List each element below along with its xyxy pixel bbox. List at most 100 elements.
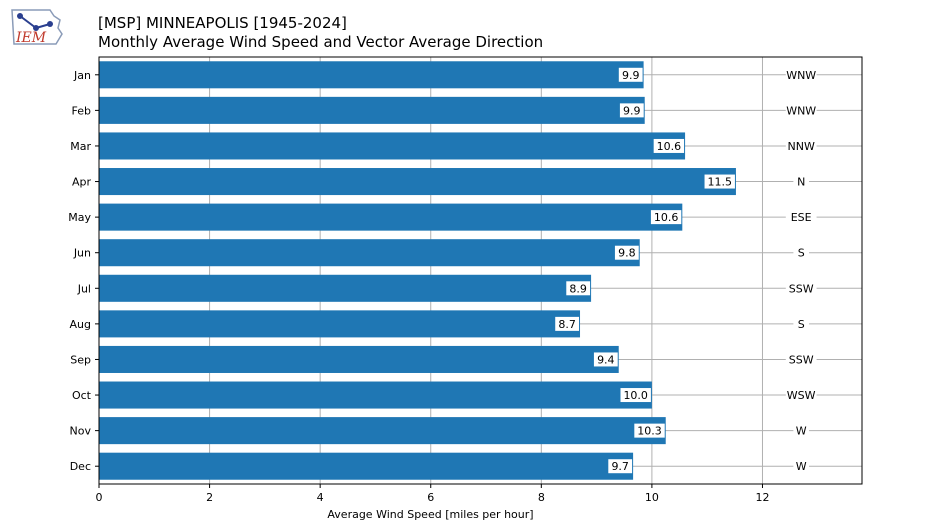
y-tick-label: Sep: [70, 353, 91, 366]
value-label-box: [593, 352, 618, 367]
value-label-text: 11.5: [707, 176, 732, 189]
value-label-box: [555, 316, 580, 331]
bar-may: [99, 203, 683, 231]
value-label-may: 10.6: [650, 210, 682, 225]
value-label-sep: 9.4: [593, 352, 618, 367]
y-tick-label: Jul: [77, 282, 91, 295]
y-tick-label: May: [68, 211, 91, 224]
iem-logo: IEM: [6, 6, 68, 52]
value-label-oct: 10.0: [620, 388, 651, 403]
direction-label-apr: N: [793, 174, 809, 189]
y-tick-label: Dec: [70, 460, 91, 473]
bar-dec: [99, 452, 634, 480]
x-tick-label: 2: [206, 491, 213, 504]
direction-label-text: NNW: [788, 140, 815, 153]
value-label-box: [566, 281, 591, 296]
direction-label-box: [793, 316, 809, 331]
value-label-box: [634, 423, 665, 438]
direction-label-box: [793, 245, 809, 260]
x-tick-label: 10: [645, 491, 659, 504]
value-label-box: [620, 388, 651, 403]
value-label-jan: 9.9: [618, 67, 643, 82]
direction-label-aug: S: [793, 316, 809, 331]
x-tick-label: 8: [538, 491, 545, 504]
direction-label-text: WSW: [787, 389, 816, 402]
value-label-box: [619, 103, 644, 118]
value-label-box: [608, 459, 633, 474]
direction-label-jun: S: [793, 245, 809, 260]
y-tick-label: Mar: [70, 140, 91, 153]
y-tick-label: Jan: [73, 69, 91, 82]
direction-label-dec: W: [793, 459, 809, 474]
bar-feb: [99, 96, 645, 124]
value-label-text: 9.9: [623, 104, 641, 117]
value-label-text: 9.4: [597, 353, 615, 366]
value-label-box: [614, 245, 639, 260]
value-label-nov: 10.3: [634, 423, 665, 438]
direction-label-text: WNW: [786, 104, 816, 117]
value-label-jun: 9.8: [614, 245, 639, 260]
x-axis-label: Average Wind Speed [miles per hour]: [327, 508, 533, 521]
direction-label-box: [785, 67, 817, 82]
y-tick-label: Nov: [70, 425, 92, 438]
x-tick-label: 12: [755, 491, 769, 504]
direction-label-box: [793, 459, 809, 474]
x-tick-label: 6: [427, 491, 434, 504]
x-tick-label: 4: [317, 491, 324, 504]
y-tick-label: Feb: [72, 104, 91, 117]
y-tick-label: Apr: [72, 176, 92, 189]
plot-frame: [98, 56, 863, 485]
direction-label-box: [785, 352, 817, 367]
value-label-box: [704, 174, 735, 189]
value-label-box: [650, 210, 682, 225]
direction-label-box: [785, 138, 817, 153]
bar-jan: [99, 61, 644, 89]
value-label-dec: 9.7: [608, 459, 633, 474]
direction-label-text: S: [798, 318, 805, 331]
bar-nov: [99, 417, 666, 445]
direction-label-mar: NNW: [785, 138, 817, 153]
bar-jun: [99, 239, 640, 267]
direction-label-text: SSW: [789, 353, 814, 366]
direction-label-box: [785, 210, 817, 225]
bar-oct: [99, 381, 652, 409]
bar-sep: [99, 345, 619, 373]
value-label-text: 9.8: [618, 247, 636, 260]
chart-subtitle: Monthly Average Wind Speed and Vector Av…: [98, 33, 544, 51]
bar-apr: [99, 168, 736, 196]
value-label-text: 10.3: [637, 425, 662, 438]
direction-label-oct: WSW: [785, 388, 817, 403]
direction-label-text: S: [798, 247, 805, 260]
direction-label-text: N: [797, 176, 805, 189]
direction-label-sep: SSW: [785, 352, 817, 367]
direction-label-feb: WNW: [785, 103, 817, 118]
x-tick-label: 0: [96, 491, 103, 504]
direction-label-text: SSW: [789, 282, 814, 295]
value-label-jul: 8.9: [566, 281, 591, 296]
iem-logo-graphic: IEM: [11, 9, 63, 46]
value-label-text: 9.9: [622, 69, 640, 82]
direction-label-box: [785, 388, 817, 403]
direction-label-text: W: [796, 460, 807, 473]
logo-text: IEM: [15, 30, 47, 46]
value-label-aug: 8.7: [555, 316, 580, 331]
value-label-text: 10.0: [623, 389, 648, 402]
direction-label-nov: W: [793, 423, 809, 438]
value-label-text: 9.7: [611, 460, 629, 473]
chart-title: [MSP] MINNEAPOLIS [1945-2024]: [98, 14, 347, 32]
value-label-box: [653, 138, 685, 153]
value-label-box: [618, 67, 643, 82]
direction-label-text: ESE: [791, 211, 812, 224]
y-tick-label: Aug: [70, 318, 91, 331]
direction-label-jul: SSW: [785, 281, 817, 296]
value-label-text: 8.9: [569, 282, 587, 295]
title-block: [MSP] MINNEAPOLIS [1945-2024] Monthly Av…: [98, 14, 543, 52]
y-tick-label: Oct: [72, 389, 92, 402]
direction-label-box: [793, 174, 809, 189]
value-label-mar: 10.6: [653, 138, 685, 153]
value-label-text: 10.6: [657, 140, 682, 153]
bar-mar: [99, 132, 686, 160]
direction-label-box: [785, 103, 817, 118]
value-label-feb: 9.9: [619, 103, 644, 118]
direction-label-text: WNW: [786, 69, 816, 82]
